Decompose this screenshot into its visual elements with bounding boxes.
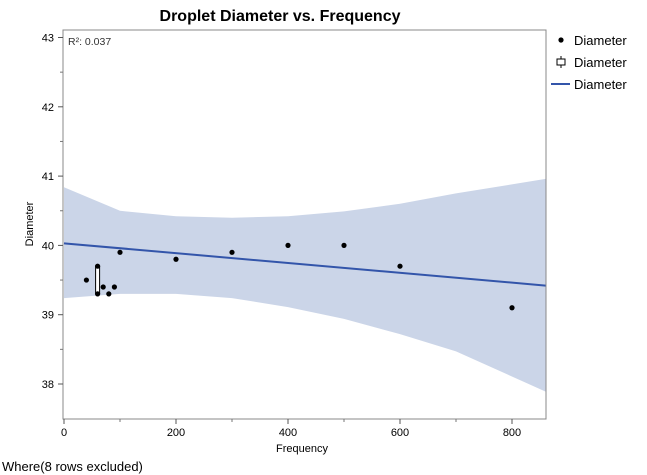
x-tick-label: 600 (391, 427, 409, 439)
data-point (106, 291, 112, 297)
y-tick-label: 43 (42, 33, 54, 45)
data-point (95, 263, 101, 269)
legend-label-fit: Diameter (574, 77, 627, 92)
x-tick-label: 800 (503, 427, 521, 439)
r-squared-annotation: R²: 0.037 (68, 36, 111, 48)
data-point (229, 249, 235, 255)
data-point (117, 249, 123, 255)
legend-box-icon (556, 56, 566, 68)
legend-label-points: Diameter (574, 33, 627, 48)
data-point (341, 242, 347, 248)
x-tick-label: 200 (167, 427, 185, 439)
plot-area (63, 178, 546, 392)
y-tick-label: 38 (42, 379, 54, 391)
box-plot (95, 265, 101, 295)
chart-title: Droplet Diameter vs. Frequency (160, 8, 401, 25)
fit-line (63, 242, 546, 287)
data-point (100, 284, 106, 290)
x-tick-label: 0 (61, 427, 67, 439)
confidence-band (64, 178, 546, 392)
legend-dot-icon (558, 37, 564, 43)
y-axis-label: Diameter (24, 201, 36, 246)
y-tick-label: 39 (42, 310, 54, 322)
legend-label-box: Diameter (574, 55, 627, 70)
row-exclusion-note: Where(8 rows excluded) (2, 459, 143, 474)
data-point (285, 242, 291, 248)
data-point (83, 277, 89, 283)
x-axis: 0 200 400 600 800 (61, 419, 521, 439)
y-tick-label: 40 (42, 240, 54, 252)
x-tick-label: 400 (279, 427, 297, 439)
y-axis: 38 39 40 41 42 43 (42, 33, 63, 391)
data-point (95, 291, 101, 297)
legend: Diameter Diameter Diameter (551, 33, 627, 92)
y-tick-label: 41 (42, 171, 54, 183)
y-tick-label: 42 (42, 102, 54, 114)
data-point (111, 284, 117, 290)
x-axis-label: Frequency (276, 443, 328, 455)
data-point (509, 305, 515, 311)
data-point (173, 256, 179, 262)
data-point (397, 263, 403, 269)
plot-frame (62, 29, 547, 420)
